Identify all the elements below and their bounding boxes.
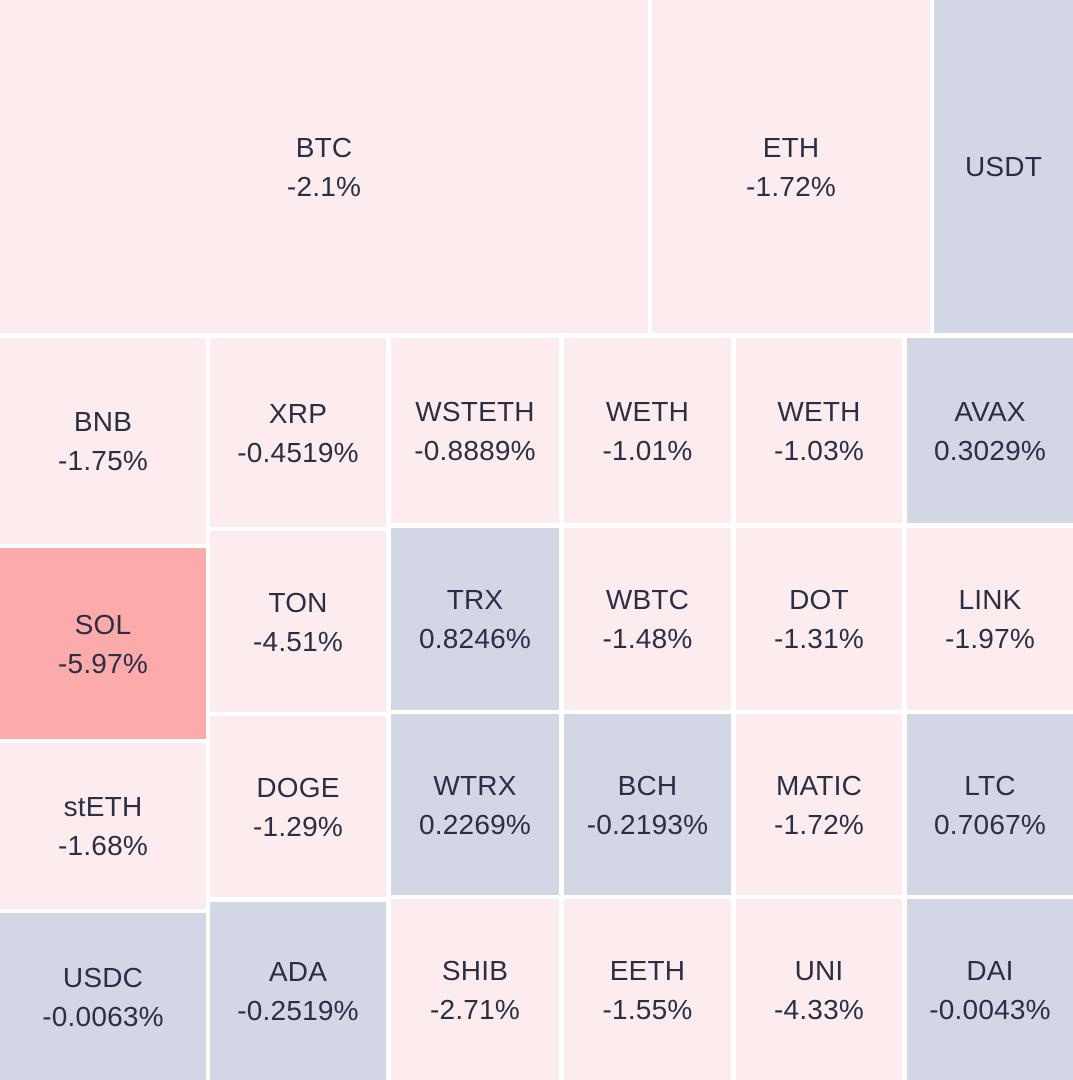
tile-label: XRP bbox=[268, 397, 328, 429]
tile-change: 0.8246% bbox=[419, 623, 531, 654]
treemap-tile-weth-7[interactable]: WETH -1.03% bbox=[736, 338, 902, 523]
tile-label: ADA bbox=[268, 956, 328, 987]
treemap-tile-sol[interactable]: SOL -5.97% bbox=[0, 548, 206, 739]
tile-label: TON bbox=[268, 586, 328, 618]
tile-label: TRX bbox=[446, 584, 504, 615]
tile-change: -1.68% bbox=[58, 830, 148, 861]
tile-label: BTC bbox=[295, 131, 353, 163]
tile-label: USDC bbox=[62, 961, 144, 993]
tile-change: 0.3029% bbox=[934, 434, 1046, 466]
treemap-tile-wbtc[interactable]: WBTC -1.48% bbox=[564, 528, 731, 710]
tile-change: -1.31% bbox=[774, 623, 864, 654]
treemap-tile-trx[interactable]: TRX 0.8246% bbox=[391, 528, 559, 710]
tile-label: ETH bbox=[762, 131, 820, 163]
treemap-tile-avax[interactable]: AVAX 0.3029% bbox=[907, 338, 1073, 523]
tile-label: SHIB bbox=[441, 954, 509, 986]
tile-change: -1.29% bbox=[253, 810, 343, 842]
tile-label: WETH bbox=[777, 395, 861, 427]
treemap-tile-link[interactable]: LINK -1.97% bbox=[907, 528, 1073, 710]
treemap-tile-steth[interactable]: stETH -1.68% bbox=[0, 743, 206, 909]
tile-label: SOL bbox=[74, 608, 132, 640]
treemap-tile-dot[interactable]: DOT -1.31% bbox=[736, 528, 902, 710]
tile-change: -2.1% bbox=[286, 170, 362, 202]
tile-change: 0.2269% bbox=[419, 808, 531, 840]
tile-label: EETH bbox=[609, 954, 686, 986]
treemap-tile-uni[interactable]: UNI -4.33% bbox=[736, 899, 902, 1080]
tile-change: -5.97% bbox=[58, 647, 148, 679]
tile-change: -2.71% bbox=[430, 993, 520, 1025]
tile-change: -4.51% bbox=[253, 625, 343, 657]
treemap-tile-matic[interactable]: MATIC -1.72% bbox=[736, 714, 902, 895]
treemap-tile-usdt[interactable]: USDT bbox=[934, 0, 1073, 333]
treemap-tile-eth[interactable]: ETH -1.72% bbox=[652, 0, 930, 333]
treemap-tile-xrp[interactable]: XRP -0.4519% bbox=[210, 338, 386, 527]
tile-label: USDT bbox=[964, 151, 1043, 182]
treemap-tile-usdc[interactable]: USDC -0.0063% bbox=[0, 913, 206, 1080]
tile-change: -0.4519% bbox=[237, 436, 359, 468]
tile-label: UNI bbox=[794, 954, 844, 986]
tile-label: MATIC bbox=[775, 769, 863, 801]
tile-change: -1.48% bbox=[602, 623, 693, 654]
tile-change: 0.7067% bbox=[934, 808, 1046, 840]
tile-change: -0.2193% bbox=[586, 808, 709, 840]
tile-label: stETH bbox=[63, 791, 143, 822]
treemap-tile-eeth[interactable]: EETH -1.55% bbox=[564, 899, 731, 1080]
tile-label: LINK bbox=[958, 584, 1022, 615]
tile-change: -4.33% bbox=[774, 993, 864, 1025]
tile-label: WBTC bbox=[605, 584, 690, 615]
tile-change: -1.72% bbox=[774, 808, 864, 840]
tile-label: BCH bbox=[617, 769, 678, 801]
tile-change: -1.03% bbox=[774, 434, 864, 466]
tile-label: WETH bbox=[605, 395, 690, 427]
tile-label: BNB bbox=[73, 406, 133, 437]
tile-change: -0.0043% bbox=[929, 993, 1051, 1025]
tile-label: WTRX bbox=[433, 769, 517, 801]
tile-label: DAI bbox=[966, 954, 1014, 986]
treemap-tile-btc[interactable]: BTC -2.1% bbox=[0, 0, 648, 333]
tile-label: AVAX bbox=[954, 395, 1026, 427]
treemap-tile-doge[interactable]: DOGE -1.29% bbox=[210, 716, 386, 897]
tile-change: -0.8889% bbox=[414, 434, 536, 466]
tile-change: -1.01% bbox=[602, 434, 693, 466]
treemap-tile-bnb[interactable]: BNB -1.75% bbox=[0, 338, 206, 544]
tile-label: LTC bbox=[964, 769, 1016, 801]
tile-change: -1.72% bbox=[746, 170, 836, 202]
treemap-tile-shib[interactable]: SHIB -2.71% bbox=[391, 899, 559, 1080]
treemap-tile-bch[interactable]: BCH -0.2193% bbox=[564, 714, 731, 895]
treemap-tile-wtrx[interactable]: WTRX 0.2269% bbox=[391, 714, 559, 895]
tile-label: WSTETH bbox=[415, 395, 535, 427]
treemap-tile-ada[interactable]: ADA -0.2519% bbox=[210, 902, 386, 1080]
treemap-tile-ltc[interactable]: LTC 0.7067% bbox=[907, 714, 1073, 895]
tile-label: DOGE bbox=[256, 771, 340, 803]
tile-change: -1.97% bbox=[945, 623, 1035, 654]
tile-change: -0.0063% bbox=[42, 1000, 164, 1032]
treemap-tile-dai[interactable]: DAI -0.0043% bbox=[907, 899, 1073, 1080]
tile-change: -1.75% bbox=[58, 445, 148, 476]
treemap-tile-wsteth[interactable]: WSTETH -0.8889% bbox=[391, 338, 559, 523]
tile-change: -0.2519% bbox=[237, 995, 359, 1026]
tile-change: -1.55% bbox=[602, 993, 693, 1025]
treemap-tile-weth-6[interactable]: WETH -1.01% bbox=[564, 338, 731, 523]
tile-label: DOT bbox=[789, 584, 849, 615]
treemap-tile-ton[interactable]: TON -4.51% bbox=[210, 531, 386, 712]
